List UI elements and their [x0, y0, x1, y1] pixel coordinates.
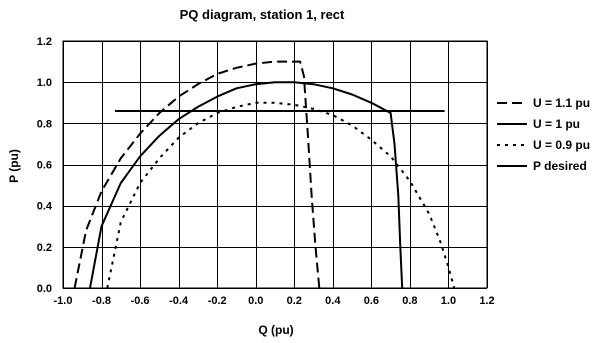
y-tick-label: 0.2: [37, 242, 52, 254]
legend-label: P desired: [533, 159, 587, 173]
x-tick-label: -0.2: [208, 295, 227, 307]
series-layer: [73, 60, 456, 289]
y-tick-label: 1.2: [37, 36, 52, 48]
y-tick-label: 1.0: [37, 77, 52, 89]
legend-label: U = 1 pu: [533, 117, 580, 131]
legend-label: U = 0.9 pu: [533, 138, 590, 152]
x-axis-label: Q (pu): [258, 323, 293, 337]
y-tick-label: 0.8: [37, 118, 52, 130]
x-tick-label: 0.0: [248, 295, 263, 307]
x-tick-label: 0.8: [402, 295, 417, 307]
x-tick-label: 1.0: [441, 295, 456, 307]
series-line-2: [89, 81, 404, 289]
y-tick-label: 0.4: [37, 201, 53, 213]
legend: U = 1.1 pu U = 1 pu U = 0.9 pu P desired: [497, 96, 590, 173]
x-tick-label: -0.8: [92, 295, 111, 307]
x-tick-label: 1.2: [479, 295, 494, 307]
x-tick-label: 0.4: [325, 295, 341, 307]
x-tick-label: 0.6: [364, 295, 379, 307]
y-tick-label: 0.0: [37, 283, 52, 295]
y-axis-ticks: 0.0 0.2 0.4 0.6 0.8 1.0 1.2: [37, 36, 53, 295]
legend-label: U = 1.1 pu: [533, 96, 590, 110]
x-axis-ticks: -1.0 -0.8 -0.6 -0.4 -0.2 0.0 0.2 0.4 0.6 0.8 1.0 1.…: [54, 295, 495, 307]
x-tick-label: -1.0: [54, 295, 73, 307]
x-tick-label: -0.4: [169, 295, 189, 307]
x-tick-label: 0.2: [287, 295, 302, 307]
x-tick-label: -0.6: [131, 295, 150, 307]
series-line-1: [73, 60, 321, 289]
y-tick-label: 0.6: [37, 160, 52, 172]
y-axis-label: P (pu): [7, 149, 21, 183]
chart-title: PQ diagram, station 1, rect: [180, 7, 345, 22]
plot-area: [62, 40, 488, 289]
